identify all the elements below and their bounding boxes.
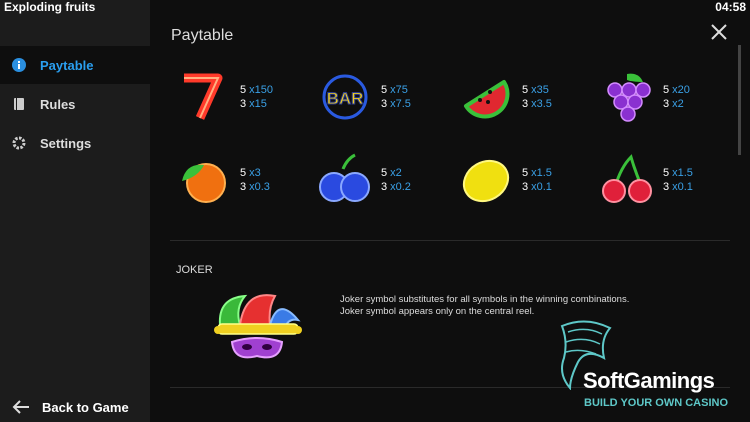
pay-count: 5 — [381, 167, 388, 179]
symbol-icon — [599, 70, 655, 126]
pay-count: 5 — [522, 84, 529, 96]
pay-count: 3 — [522, 181, 529, 193]
pay-count: 5 — [663, 167, 670, 179]
pay-line: 3 x15 — [240, 97, 273, 111]
pay-multiplier: x1.5 — [672, 167, 693, 179]
back-icon — [12, 400, 29, 414]
pay-line: 5 x35 — [522, 83, 552, 97]
joker-line: Joker symbol substitutes for all symbols… — [340, 294, 630, 305]
pay-count: 3 — [240, 98, 247, 110]
pay-list: 5 x2 3 x0.2 — [381, 166, 411, 194]
pay-multiplier: x0.2 — [390, 181, 411, 193]
menu-item[interactable]: Settings — [0, 124, 150, 162]
pay-multiplier: x35 — [531, 84, 549, 96]
pay-line: 5 x75 — [381, 83, 411, 97]
symbol-icon — [317, 153, 373, 209]
menu-label: Rules — [40, 96, 76, 112]
pay-multiplier: x0.1 — [531, 181, 552, 193]
pay-multiplier: x3.5 — [531, 98, 552, 110]
symbol-icon — [458, 70, 514, 126]
pay-line: 3 x0.3 — [240, 180, 270, 194]
pay-line: 5 x150 — [240, 83, 273, 97]
back-button[interactable]: Back to Game — [0, 396, 129, 418]
pay-line: 5 x3 — [240, 166, 270, 180]
pay-line: 3 x0.1 — [663, 180, 693, 194]
pay-list: 5 x150 3 x15 — [240, 83, 273, 111]
menu-label: Settings — [40, 135, 92, 151]
logo-tagline: BUILD YOUR OWN CASINO — [584, 397, 729, 409]
pay-line: 3 x7.5 — [381, 97, 411, 111]
pay-count: 5 — [522, 167, 529, 179]
menu-label: Paytable — [40, 57, 94, 73]
joker-line: Joker symbol appears only on the central… — [340, 306, 535, 317]
pay-count: 5 — [381, 84, 388, 96]
pay-line: 5 x20 — [663, 83, 690, 97]
pay-list: 5 x75 3 x7.5 — [381, 83, 411, 111]
pay-line: 5 x2 — [381, 166, 411, 180]
joker-title: JOKER — [176, 264, 213, 276]
menu-item[interactable]: Rules — [0, 85, 150, 123]
pay-line: 3 x0.1 — [522, 180, 552, 194]
pay-line: 5 x1.5 — [663, 166, 693, 180]
scrollbar — [738, 45, 741, 155]
symbol-label: BAR — [327, 89, 364, 108]
logo-mark — [560, 320, 612, 390]
symbol-icon: BAR — [317, 70, 373, 126]
pay-multiplier: x0.1 — [672, 181, 693, 193]
symbol-icon — [176, 153, 232, 209]
logo-name: SoftGamings — [583, 368, 715, 393]
menu-item[interactable]: Paytable — [0, 46, 150, 84]
pay-multiplier: x2 — [672, 98, 684, 110]
pay-count: 3 — [663, 98, 670, 110]
pay-multiplier: x150 — [249, 84, 273, 96]
pay-multiplier: x7.5 — [390, 98, 411, 110]
pay-count: 5 — [240, 167, 247, 179]
pay-count: 3 — [381, 181, 388, 193]
pay-line: 3 x0.2 — [381, 180, 411, 194]
clock: 04:58 — [715, 0, 746, 14]
pay-line: 3 x3.5 — [522, 97, 552, 111]
pay-count: 3 — [381, 98, 388, 110]
joker-icon — [214, 294, 302, 359]
section-title: Paytable — [171, 27, 234, 44]
pay-count: 3 — [522, 98, 529, 110]
pay-multiplier: x2 — [390, 167, 402, 179]
symbol-icon — [176, 70, 232, 126]
pay-line: 5 x1.5 — [522, 166, 552, 180]
pay-list: 5 x1.5 3 x0.1 — [663, 166, 693, 194]
joker-description: Joker symbol substitutes for all symbols… — [340, 294, 629, 318]
separator — [170, 387, 730, 388]
pay-multiplier: x3 — [249, 167, 261, 179]
pay-multiplier: x75 — [390, 84, 408, 96]
pay-count: 5 — [663, 84, 670, 96]
pay-list: 5 x20 3 x2 — [663, 83, 690, 111]
pay-multiplier: x20 — [672, 84, 690, 96]
pay-list: 5 x35 3 x3.5 — [522, 83, 552, 111]
pay-count: 5 — [240, 84, 247, 96]
separator — [170, 240, 730, 241]
pay-count: 3 — [240, 181, 247, 193]
pay-count: 3 — [663, 181, 670, 193]
pay-list: 5 x1.5 3 x0.1 — [522, 166, 552, 194]
symbol-icon — [599, 153, 655, 209]
pay-multiplier: x1.5 — [531, 167, 552, 179]
game-title: Exploding fruits — [4, 0, 96, 14]
back-label: Back to Game — [42, 399, 129, 415]
pay-multiplier: x0.3 — [249, 181, 270, 193]
pay-list: 5 x3 3 x0.3 — [240, 166, 270, 194]
pay-multiplier: x15 — [249, 98, 267, 110]
pay-line: 3 x2 — [663, 97, 690, 111]
symbol-icon — [458, 153, 514, 209]
close-button[interactable] — [710, 23, 728, 41]
